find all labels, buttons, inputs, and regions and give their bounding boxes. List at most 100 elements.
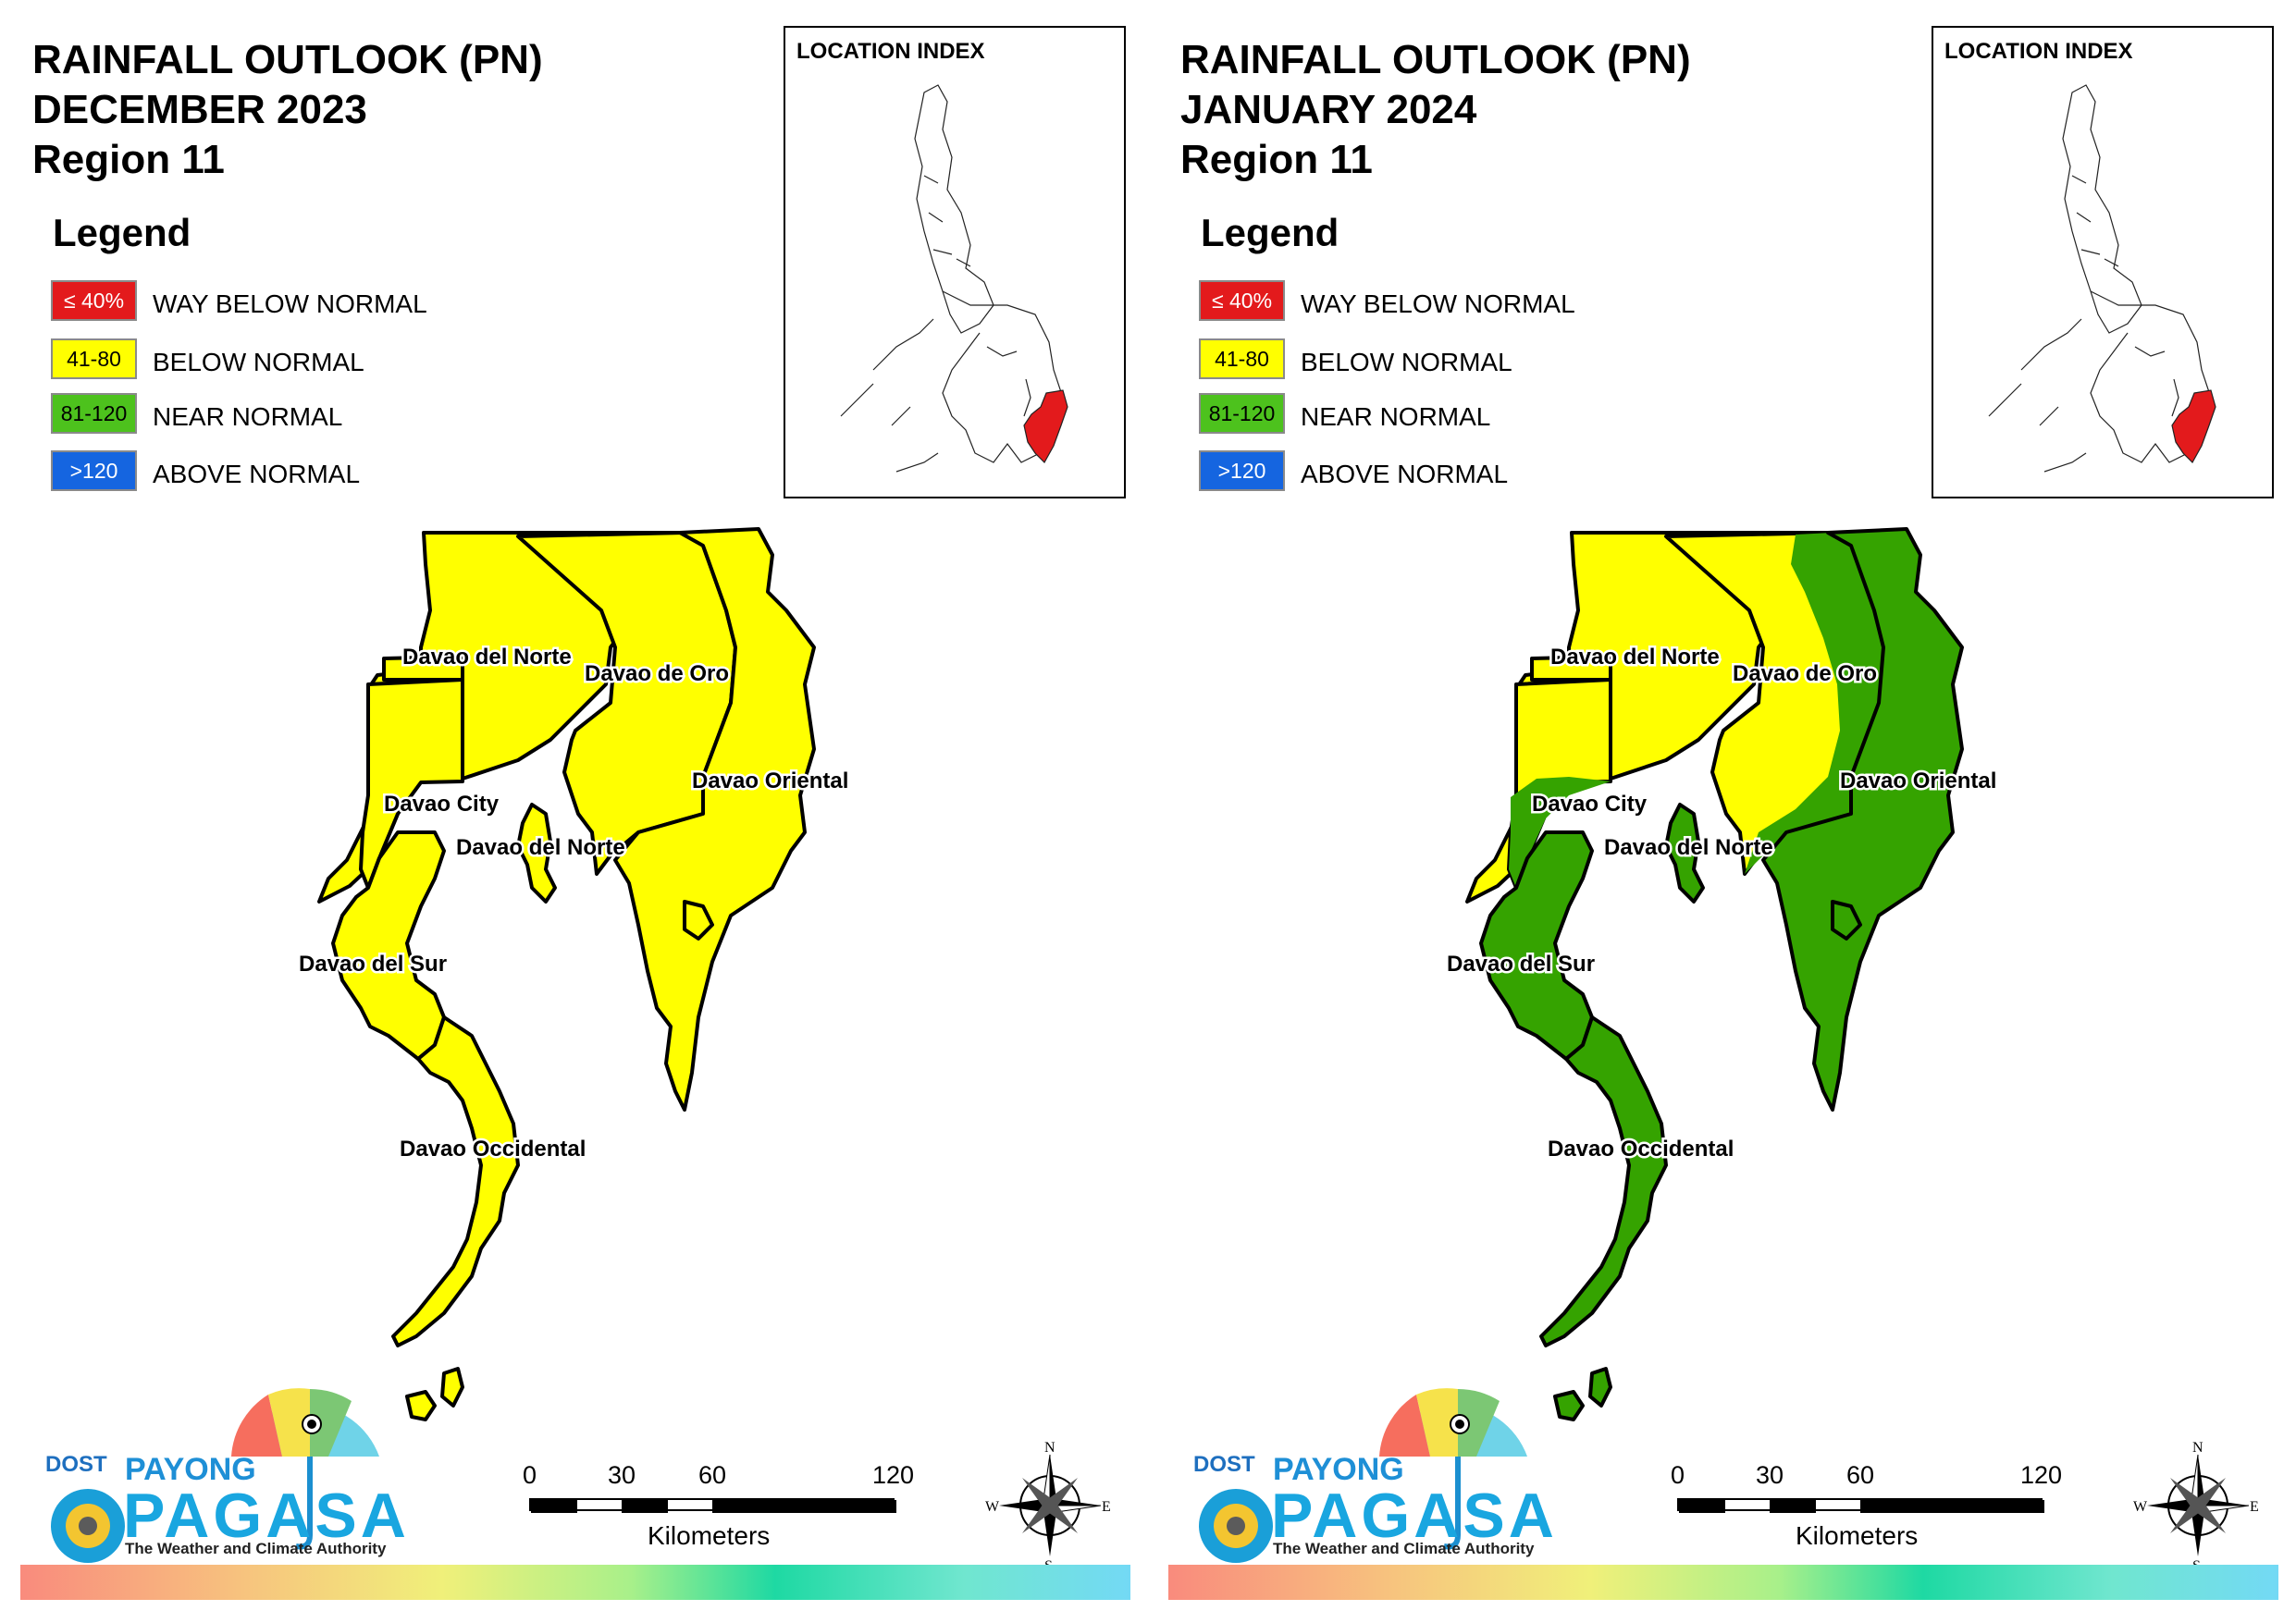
label-davao-del-norte-samal: Davao del Norte [456, 835, 625, 860]
map-davao-oriental [613, 527, 816, 1112]
label-davao-de-oro: Davao de Oro [585, 661, 729, 686]
scale-unit: Kilometers [1796, 1521, 1919, 1550]
legend-swatch: ≤ 40% [1199, 280, 1285, 321]
scale-unit: Kilometers [648, 1521, 771, 1550]
label-davao-oriental: Davao Oriental [1840, 768, 1996, 793]
label-davao-de-oro: Davao de Oro [1733, 661, 1877, 686]
color-gradient-strip [20, 1565, 1130, 1600]
legend-item-above: >120 ABOVE NORMAL [51, 450, 439, 495]
map-island-small [1831, 900, 1862, 941]
scale-bar: 0 30 60 120 Kilometers [1661, 1461, 2087, 1563]
color-gradient-strip [1168, 1565, 2278, 1600]
title-line1: RAINFALL OUTLOOK (PN) [32, 37, 543, 82]
map-island-balut [405, 1390, 437, 1421]
label-davao-occidental: Davao Occidental [400, 1137, 586, 1162]
scale-bar-graphic [529, 1498, 896, 1513]
legend-label: WAY BELOW NORMAL [1301, 289, 1575, 318]
region11-highlight [1023, 389, 1068, 463]
legend-swatch: 41-80 [1199, 338, 1285, 379]
legend-heading: Legend [53, 211, 191, 254]
scale-tick: 0 [523, 1461, 537, 1489]
pagasa-text: PAGASA [1271, 1481, 1558, 1551]
scale-bar-graphic [1677, 1498, 2044, 1513]
legend-swatch: 81-120 [1199, 393, 1285, 434]
compass-icon: N S E W [2133, 1440, 2259, 1574]
label-davao-oriental: Davao Oriental [692, 768, 848, 793]
label-davao-del-norte-samal: Davao del Norte [1604, 835, 1773, 860]
pagasa-text: PAGASA [123, 1481, 410, 1551]
scale-tick: 120 [2020, 1461, 2063, 1489]
scale-tick: 0 [1671, 1461, 1685, 1489]
title-line3: Region 11 [32, 137, 225, 182]
region11-map-dec: Davao del Norte Davao de Oro Davao Orien… [299, 527, 849, 1421]
title-line1: RAINFALL OUTLOOK (PN) [1180, 37, 1691, 82]
legend-item-way-below: ≤ 40% WAY BELOW NORMAL [51, 280, 439, 325]
philippines-map-icon [840, 84, 1068, 473]
legend-item-above: >120 ABOVE NORMAL [1199, 450, 1587, 495]
tagline-text: The Weather and Climate Authority [1273, 1540, 1535, 1557]
location-index-title: LOCATION INDEX [1944, 39, 2133, 64]
pagasa-logo: DOST PAYONG PAGASA The Weather and Clima… [32, 1387, 406, 1572]
label-davao-occidental: Davao Occidental [1548, 1137, 1734, 1162]
payong-text: PAYONG [1273, 1452, 1404, 1487]
umbrella-logo-icon [51, 1388, 379, 1563]
legend-item-below: 41-80 BELOW NORMAL [1199, 338, 1587, 383]
label-davao-city: Davao City [1532, 792, 1648, 817]
compass-icon: N S E W [985, 1440, 1111, 1574]
label-davao-del-sur: Davao del Sur [1447, 952, 1595, 977]
map-title: RAINFALL OUTLOOK (PN) JANUARY 2024 Regio… [1180, 35, 1691, 185]
map-davao-occidental [391, 1015, 520, 1347]
legend-label: WAY BELOW NORMAL [153, 289, 427, 318]
label-davao-del-sur: Davao del Sur [299, 952, 447, 977]
philippines-map-icon [1988, 84, 2216, 473]
map-island-small [683, 900, 714, 941]
tagline-text: The Weather and Climate Authority [125, 1540, 387, 1557]
map-davao-de-oro-green-part [1745, 533, 1883, 874]
legend-label: NEAR NORMAL [153, 402, 343, 431]
legend-item-way-below: ≤ 40% WAY BELOW NORMAL [1199, 280, 1587, 325]
label-davao-del-norte: Davao del Norte [402, 645, 572, 670]
compass-e: E [1102, 1499, 1111, 1515]
legend-label: BELOW NORMAL [153, 348, 364, 376]
umbrella-logo-icon [1199, 1388, 1527, 1563]
map-davao-city-green-part [1509, 777, 1611, 888]
legend-label: ABOVE NORMAL [153, 460, 361, 488]
compass-n: N [1044, 1441, 1055, 1456]
compass-e: E [2250, 1499, 2259, 1515]
legend-swatch: 81-120 [51, 393, 137, 434]
pagasa-logo: DOST PAYONG PAGASA The Weather and Clima… [1180, 1387, 1554, 1572]
map-island-sarangani [440, 1367, 464, 1408]
scale-tick: 60 [1846, 1461, 1875, 1489]
compass-w: W [985, 1499, 1000, 1515]
map-title: RAINFALL OUTLOOK (PN) DECEMBER 2023 Regi… [32, 35, 543, 185]
legend-swatch: ≤ 40% [51, 280, 137, 321]
legend-item-near: 81-120 NEAR NORMAL [1199, 393, 1587, 437]
legend-label: NEAR NORMAL [1301, 402, 1491, 431]
location-index: LOCATION INDEX [784, 26, 1126, 498]
title-line2: JANUARY 2024 [1180, 87, 1477, 132]
title-line2: DECEMBER 2023 [32, 87, 367, 132]
legend-label: BELOW NORMAL [1301, 348, 1512, 376]
legend-label: ABOVE NORMAL [1301, 460, 1509, 488]
label-davao-city: Davao City [384, 792, 500, 817]
map-davao-oriental [1761, 527, 1964, 1112]
location-index: LOCATION INDEX [1932, 26, 2274, 498]
region11-highlight [2171, 389, 2216, 463]
scale-tick: 30 [1756, 1461, 1784, 1489]
legend-item-below: 41-80 BELOW NORMAL [51, 338, 439, 383]
region11-map-jan: Davao del Norte Davao de Oro Davao Orien… [1445, 527, 1999, 1421]
map-davao-occidental [1539, 1015, 1668, 1347]
legend-swatch: 41-80 [51, 338, 137, 379]
scale-bar: 0 30 60 120 Kilometers [513, 1461, 939, 1563]
compass-w: W [2133, 1499, 2148, 1515]
legend-item-near: 81-120 NEAR NORMAL [51, 393, 439, 437]
location-index-title: LOCATION INDEX [796, 39, 985, 64]
map-island-sarangani [1588, 1367, 1612, 1408]
map-island-samal [1664, 803, 1705, 904]
dost-text: DOST [45, 1452, 107, 1477]
compass-rose: N S E W [2133, 1440, 2263, 1574]
legend-heading: Legend [1201, 211, 1339, 254]
panel-december-2023: RAINFALL OUTLOOK (PN) DECEMBER 2023 Regi… [20, 26, 1130, 1600]
legend-swatch: >120 [1199, 450, 1285, 491]
compass-n: N [2192, 1441, 2203, 1456]
